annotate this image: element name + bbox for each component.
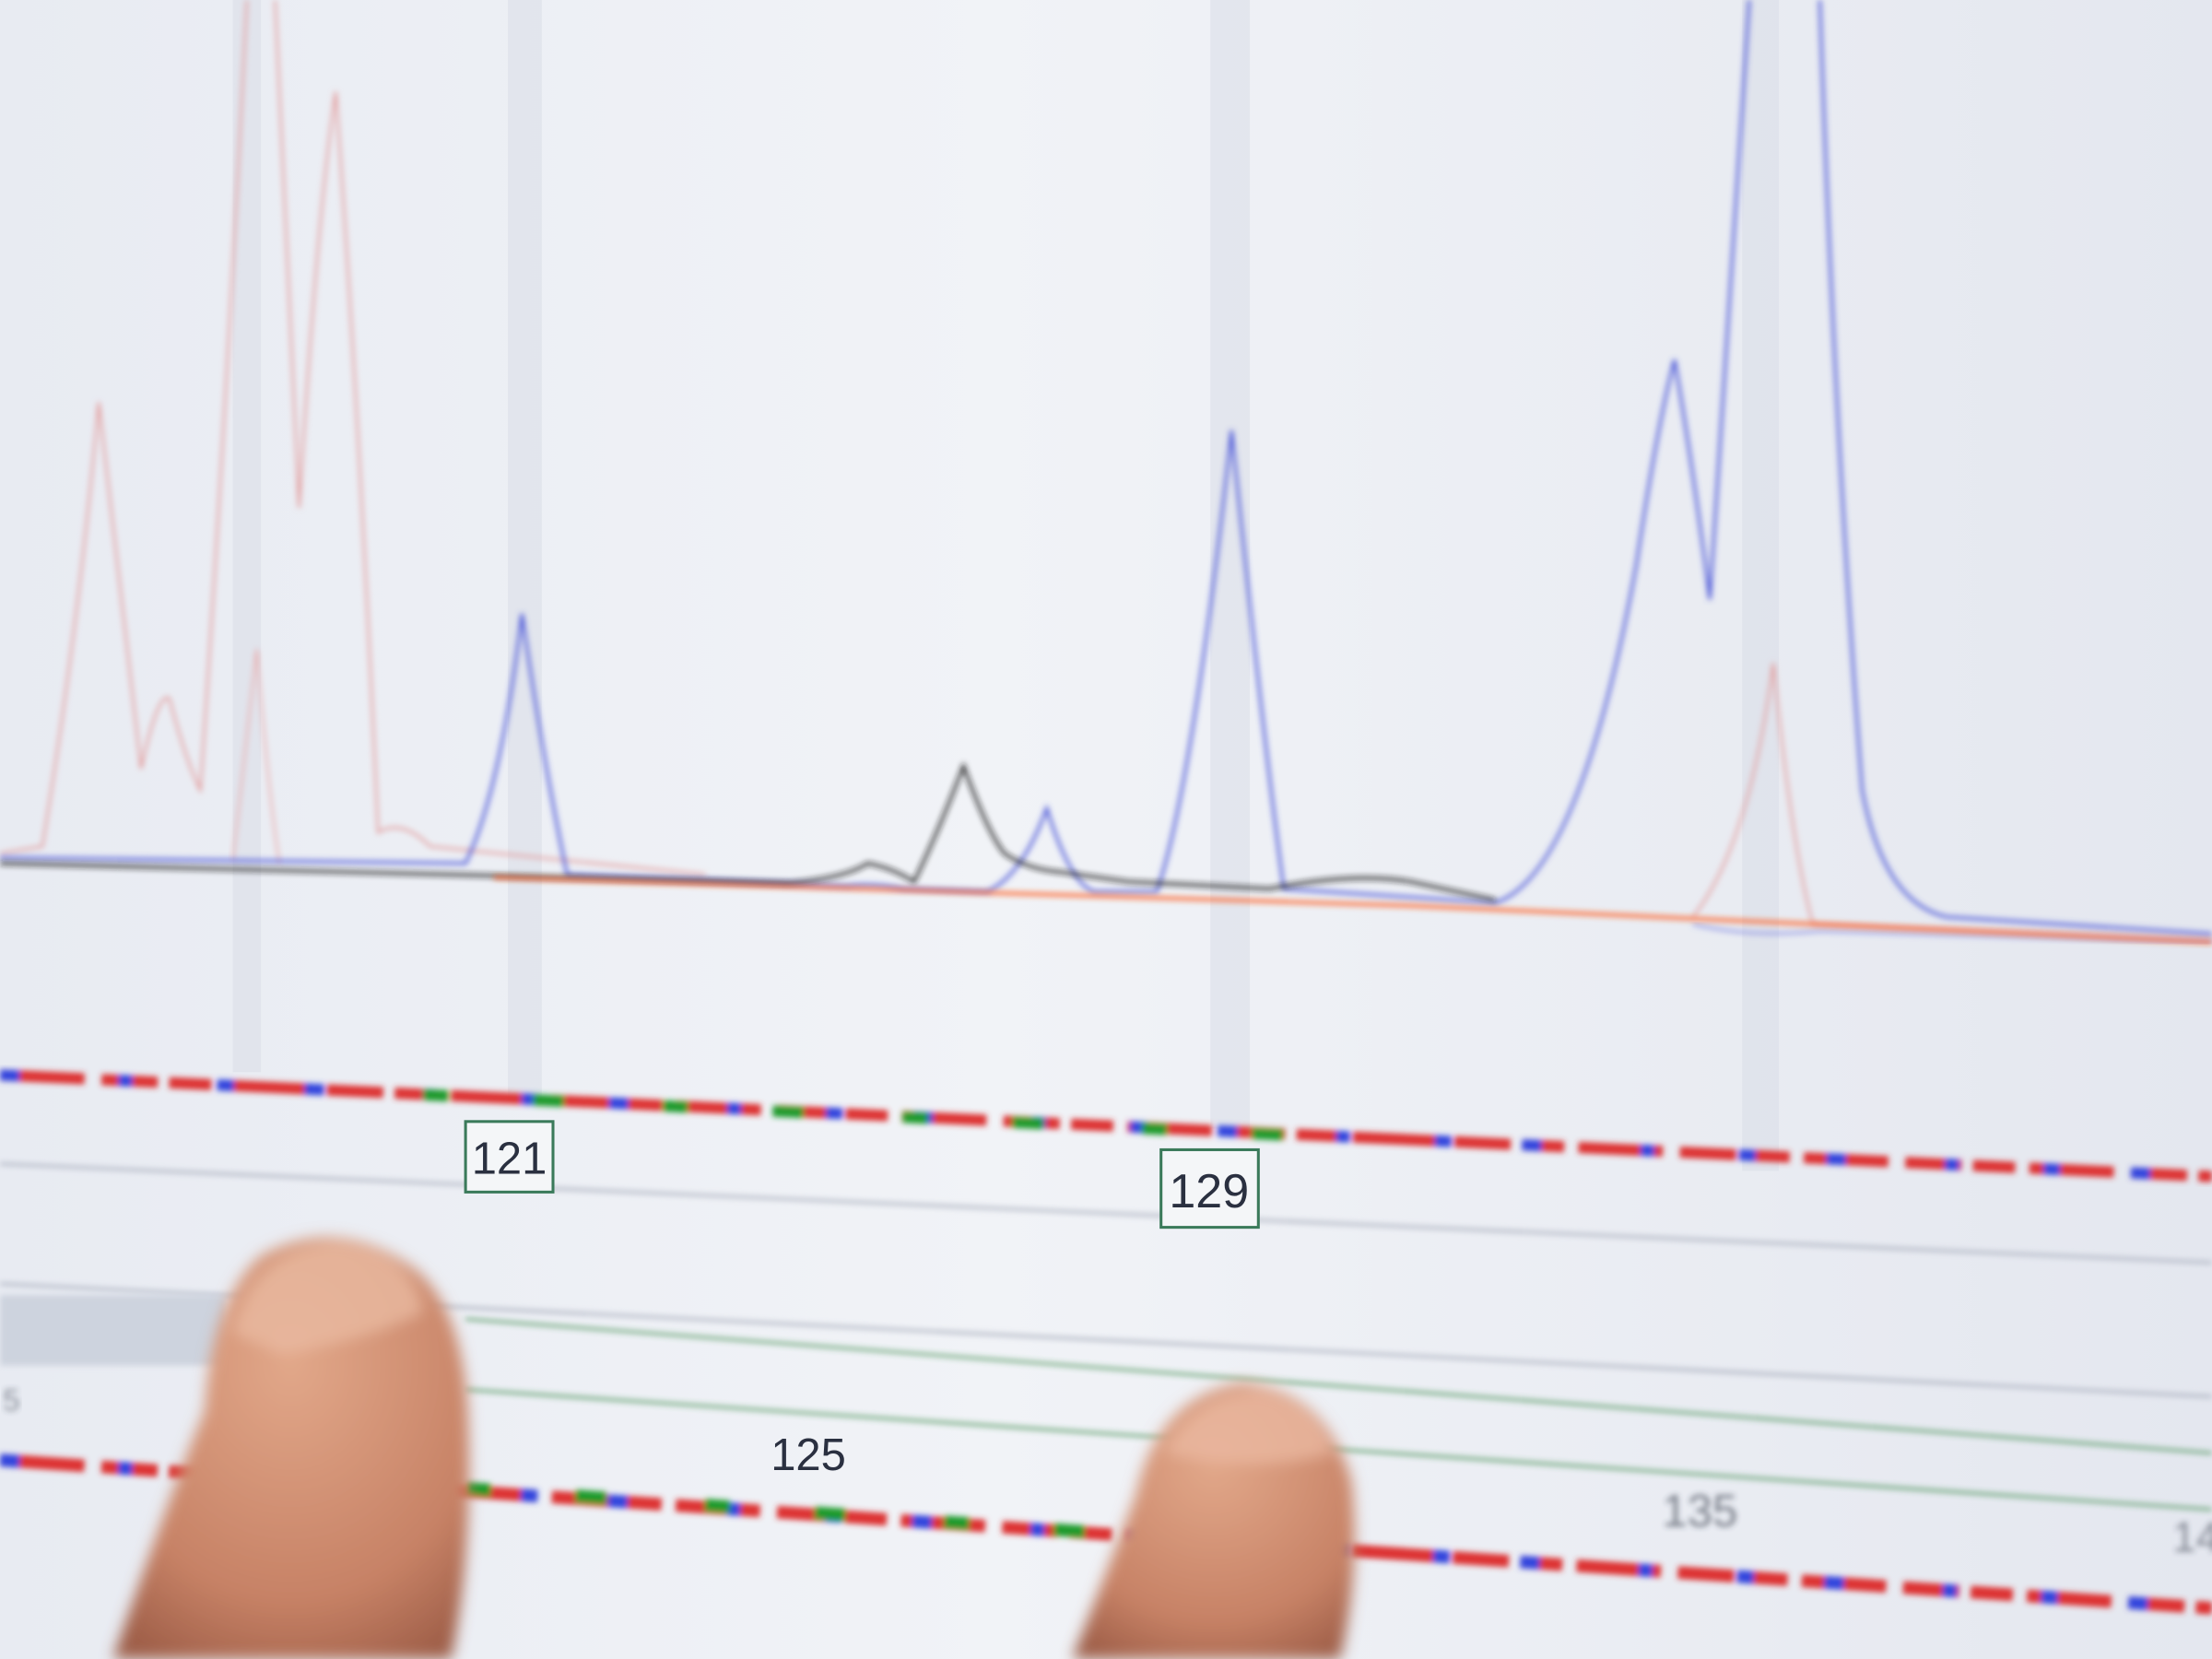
sequence-bar-top xyxy=(0,1069,2212,1182)
allele-call-129[interactable]: 129 xyxy=(1159,1147,1260,1230)
allele-label: 129 xyxy=(1169,1165,1249,1218)
orange-baseline xyxy=(493,876,2212,945)
left-tick-label: 5 xyxy=(3,1384,20,1418)
size-tick-135: 135 xyxy=(1663,1487,1738,1536)
sample-name-box xyxy=(0,1295,226,1366)
allele-label: 121 xyxy=(472,1134,547,1183)
right-fingernail xyxy=(1163,1389,1334,1465)
size-tick-125: 125 xyxy=(771,1430,846,1480)
red-trace xyxy=(0,0,2212,940)
fingers xyxy=(112,1237,1355,1659)
bin-bands xyxy=(232,0,1780,1171)
left-finger xyxy=(112,1237,469,1659)
blue-trace xyxy=(0,0,2212,935)
blue-trace-lower xyxy=(1692,923,2212,944)
allele-call-121[interactable]: 121 xyxy=(464,1120,555,1194)
red-trace-peak xyxy=(231,648,281,864)
black-trace xyxy=(0,761,1496,902)
size-tick-140: 14 xyxy=(2172,1513,2212,1561)
left-fingernail xyxy=(232,1241,424,1355)
